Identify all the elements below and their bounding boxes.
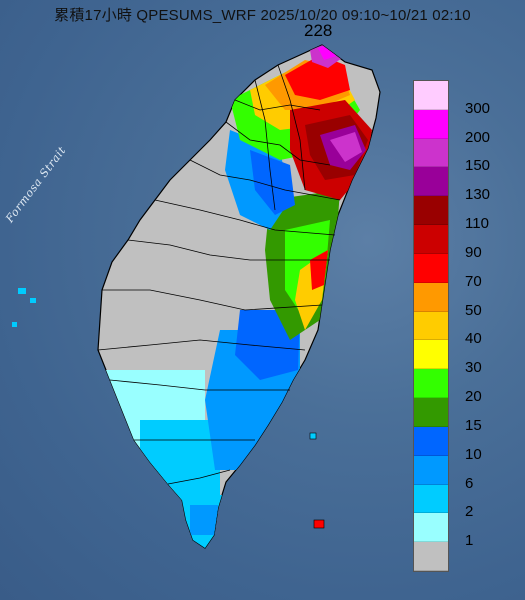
legend-swatch bbox=[414, 311, 448, 341]
legend-swatch bbox=[414, 253, 448, 283]
legend-swatch bbox=[414, 369, 448, 399]
legend-label bbox=[451, 549, 511, 578]
legend-swatch bbox=[414, 167, 448, 197]
rain-zone-south-blue bbox=[190, 505, 218, 535]
legend-swatch bbox=[414, 225, 448, 254]
legend-swatch bbox=[414, 340, 448, 370]
legend-swatch bbox=[414, 455, 448, 485]
legend-swatch bbox=[414, 398, 448, 427]
legend-swatch bbox=[414, 484, 448, 514]
legend-label: 70 bbox=[465, 272, 482, 290]
rain-zone-north-red bbox=[285, 55, 350, 100]
rain-zone-south-cyan bbox=[140, 420, 220, 500]
legend-label: 40 bbox=[465, 330, 482, 348]
legend-swatch bbox=[414, 196, 448, 226]
legend-label: 200 bbox=[465, 128, 491, 146]
legend-label: 300 bbox=[465, 99, 491, 117]
legend-label: 10 bbox=[465, 445, 482, 463]
penghu-island-3 bbox=[12, 322, 17, 327]
legend-swatch bbox=[414, 109, 448, 139]
legend-swatch bbox=[414, 426, 448, 456]
orchid-island bbox=[313, 519, 325, 529]
legend-label: 90 bbox=[465, 243, 482, 261]
legend-label: 20 bbox=[465, 388, 482, 406]
legend-swatch bbox=[414, 542, 448, 572]
green-island bbox=[309, 432, 317, 440]
legend-label: 1 bbox=[465, 532, 474, 550]
legend-label: 30 bbox=[465, 359, 482, 377]
legend-swatch bbox=[414, 138, 448, 168]
rain-zone-northeast-magenta bbox=[330, 132, 362, 162]
penghu-island-2 bbox=[30, 298, 36, 303]
legend-label: 15 bbox=[465, 416, 482, 434]
map-title: 累積17小時 QPESUMS_WRF 2025/10/20 09:10~10/2… bbox=[54, 7, 471, 24]
legend-label: 150 bbox=[465, 157, 491, 175]
legend-color-bar bbox=[413, 80, 449, 572]
legend-label: 130 bbox=[465, 186, 491, 204]
rain-zone-central-deepblue bbox=[250, 150, 295, 215]
legend-label: 6 bbox=[465, 474, 474, 492]
legend-label: 50 bbox=[465, 301, 482, 319]
legend-label: 2 bbox=[465, 503, 474, 521]
max-rainfall-value: 228 bbox=[304, 21, 333, 40]
penghu-island-1 bbox=[18, 288, 26, 294]
legend-label: 110 bbox=[465, 215, 489, 233]
legend-labels: 300 200 150 130 110 90 70 50 40 30 20 15 10 6 2 1 bbox=[451, 80, 511, 570]
county-boundaries bbox=[97, 64, 341, 485]
legend-swatch bbox=[414, 81, 448, 110]
legend-swatch bbox=[414, 513, 448, 543]
legend-swatch bbox=[414, 282, 448, 312]
